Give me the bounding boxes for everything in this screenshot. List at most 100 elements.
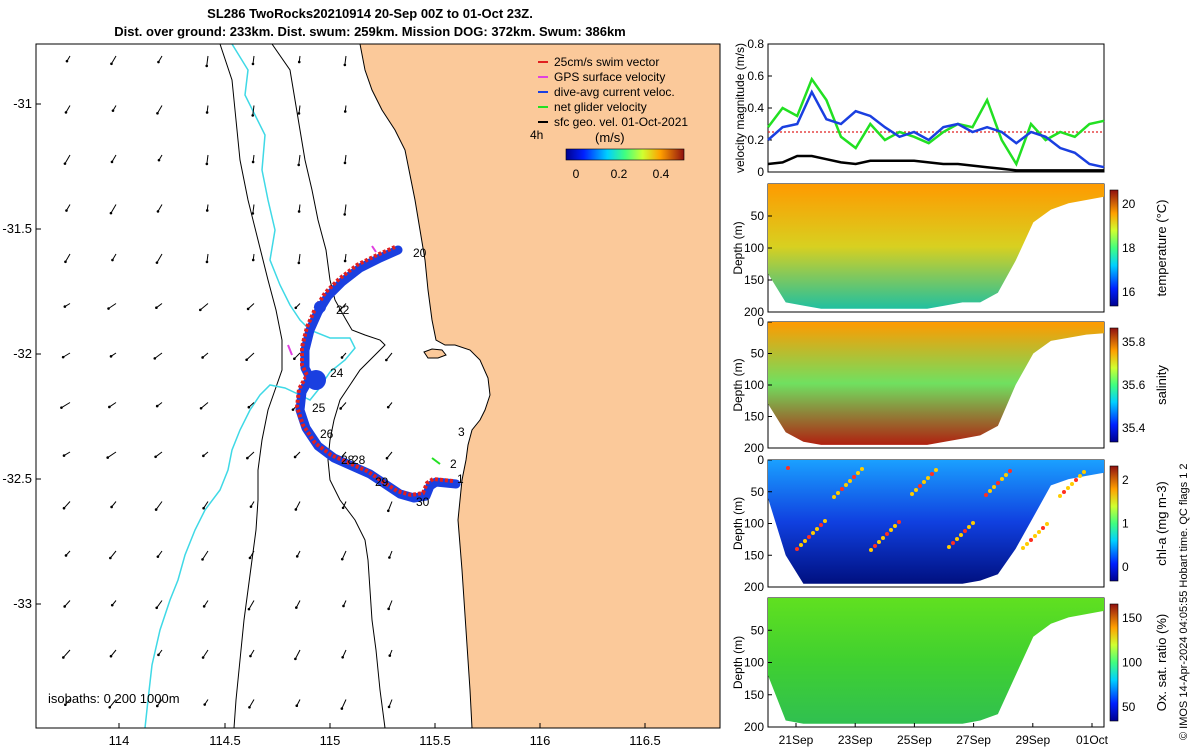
chl-dot (967, 525, 971, 529)
colorbar-tick: 100 (1122, 656, 1142, 670)
section-y-tick: 100 (744, 656, 764, 670)
geo-arrow-head (108, 705, 112, 709)
section-fill (768, 460, 1104, 584)
geo-arrow-head (198, 308, 202, 312)
glider-track (287, 245, 461, 503)
map-y-tick: -32.5 (2, 471, 32, 486)
label-4h: 4h (530, 128, 543, 142)
gps-vector (287, 344, 293, 356)
map-y-ticks: -31 -31.5 -32 -32.5 -33 (2, 96, 41, 611)
title-line-1: SL286 TwoRocks20210914 20-Sep 00Z to 01-… (207, 6, 533, 21)
chl-dot (848, 479, 852, 483)
geo-arrow-head (108, 405, 111, 409)
colorbar-tick: 16 (1122, 285, 1136, 299)
map-x-ticks: 114 114.5 115 115.5 116 116.5 (109, 723, 661, 748)
geo-arrow (249, 699, 255, 708)
day-label: 28 (341, 453, 355, 467)
chl-dot (959, 533, 963, 537)
geo-arrow (206, 55, 209, 66)
velocity-frame (767, 43, 1105, 173)
map-x-tick: 115 (320, 733, 341, 748)
map-y-tick: -32 (13, 346, 32, 361)
section-x-tick: 23Sep (838, 733, 873, 747)
chl-dot (1082, 470, 1086, 474)
geo-arrow (252, 55, 255, 64)
chl-dot (1045, 522, 1049, 526)
geo-arrow-head (338, 308, 342, 312)
geo-arrow (107, 451, 117, 458)
colorbar-tick: 0 (573, 167, 580, 181)
geo-velocity-arrows (60, 55, 393, 710)
geo-arrow (294, 352, 301, 360)
geo-arrow (61, 402, 71, 409)
section-clabel: Ox. sat. ratio (%) (1154, 614, 1169, 712)
geo-arrow (203, 501, 209, 509)
geo-arrow-head (385, 358, 388, 362)
geo-arrow (298, 105, 301, 114)
chl-dot (1008, 469, 1012, 473)
geo-arrow-head (205, 162, 209, 166)
map-x-tick: 116 (530, 733, 551, 748)
geo-arrow-head (157, 653, 160, 657)
geo-arrow-head (294, 508, 298, 511)
chl-dot (889, 528, 893, 532)
section-y-tick: 50 (751, 485, 765, 499)
geo-arrow-head (386, 405, 390, 409)
map-y-tick: -31.5 (2, 221, 32, 236)
geo-arrow-head (63, 305, 67, 308)
chl-dot (811, 531, 815, 535)
geo-arrow-head (251, 212, 255, 215)
geo-arrow (111, 154, 117, 163)
chl-dot (815, 527, 819, 531)
velocity-y-tick: 0.6 (747, 69, 764, 83)
isobath-1000m (219, 44, 283, 728)
section-panel: 0 50 100 150 200 Depth (m) 35.4 35.6 35.8 salinit… (731, 315, 1169, 455)
geo-arrow-head (153, 357, 157, 360)
geo-arrow (344, 204, 347, 215)
geo-arrow-head (340, 707, 344, 710)
imos-side-note: © IMOS 14-Apr-2024 04:05:55 Hobart time.… (1178, 463, 1190, 740)
geo-arrow (155, 501, 163, 510)
geo-arrow-head (110, 62, 113, 66)
geo-arrow-head (249, 505, 253, 508)
geo-arrow-head (340, 557, 344, 561)
geo-arrow-head (109, 211, 113, 215)
geo-arrow-head (340, 356, 344, 359)
chl-dot (963, 529, 967, 533)
geo-arrow-head (297, 261, 301, 265)
geo-arrow (64, 600, 71, 607)
geo-arrow-head (343, 63, 347, 67)
geo-arrow-head (154, 455, 157, 459)
chl-dot (1074, 478, 1078, 482)
land-area (359, 44, 720, 728)
chl-dot (844, 483, 848, 487)
geo-arrow-head (60, 406, 63, 409)
section-y-tick: 50 (751, 347, 765, 361)
geo-arrow-head (64, 260, 67, 264)
chl-dot (926, 476, 930, 480)
chl-dot (996, 481, 1000, 485)
geo-arrow-head (343, 161, 347, 165)
chl-dot (918, 484, 922, 488)
chl-dot (803, 539, 807, 543)
geo-arrow (156, 699, 163, 707)
isobath-cyan (144, 44, 356, 728)
chl-dot (1004, 473, 1008, 477)
geo-arrow-head (293, 357, 296, 360)
section-clabel: temperature (°C) (1154, 200, 1169, 297)
geo-arrow-head (295, 704, 299, 708)
geo-arrow (62, 649, 71, 658)
geo-arrow-head (202, 454, 205, 458)
section-y-tick: 100 (744, 241, 764, 255)
geo-arrow-head (106, 456, 109, 459)
day-label: 20 (413, 246, 427, 260)
geo-arrow (387, 501, 393, 511)
geo-arrow (339, 303, 347, 311)
geo-arrow-head (65, 209, 68, 212)
map-frame (35, 43, 721, 729)
geo-arrow-head (388, 654, 392, 657)
day-label: 22 (336, 303, 350, 317)
